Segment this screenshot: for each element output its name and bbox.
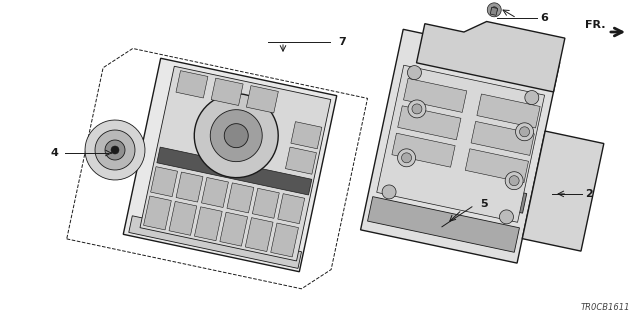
Polygon shape [397, 149, 415, 167]
Polygon shape [392, 133, 455, 167]
Polygon shape [227, 183, 254, 213]
Text: FR.: FR. [585, 20, 605, 30]
Polygon shape [516, 123, 534, 141]
Polygon shape [278, 194, 305, 224]
Polygon shape [382, 185, 396, 199]
Polygon shape [85, 120, 145, 180]
Polygon shape [211, 110, 262, 162]
Polygon shape [490, 7, 497, 15]
Polygon shape [509, 176, 519, 186]
Polygon shape [67, 48, 367, 289]
Polygon shape [291, 122, 322, 149]
Polygon shape [211, 78, 243, 106]
Polygon shape [505, 172, 523, 190]
Polygon shape [492, 7, 497, 13]
Polygon shape [169, 201, 196, 235]
Polygon shape [285, 147, 316, 174]
Text: 4: 4 [50, 148, 58, 158]
Polygon shape [224, 124, 248, 148]
Polygon shape [367, 196, 520, 252]
Polygon shape [522, 131, 604, 251]
Polygon shape [246, 86, 278, 113]
Polygon shape [150, 167, 177, 197]
Text: 2: 2 [585, 189, 593, 199]
Polygon shape [220, 212, 248, 246]
Polygon shape [271, 223, 298, 257]
Polygon shape [477, 94, 540, 128]
Polygon shape [417, 21, 565, 92]
Polygon shape [465, 149, 529, 183]
Polygon shape [525, 91, 539, 105]
Polygon shape [245, 218, 273, 252]
Text: 5: 5 [480, 199, 488, 209]
Polygon shape [404, 78, 467, 112]
Polygon shape [129, 216, 301, 268]
Polygon shape [140, 66, 331, 261]
Polygon shape [202, 178, 228, 207]
Polygon shape [401, 153, 412, 163]
Polygon shape [499, 210, 513, 224]
Polygon shape [252, 188, 279, 218]
Polygon shape [95, 130, 135, 170]
Polygon shape [105, 140, 125, 160]
Polygon shape [195, 207, 222, 241]
Polygon shape [377, 65, 545, 222]
Polygon shape [408, 100, 426, 118]
Text: 7: 7 [338, 37, 346, 47]
Polygon shape [176, 172, 203, 202]
Text: TR0CB1611: TR0CB1611 [580, 303, 630, 313]
Polygon shape [397, 106, 461, 140]
Polygon shape [195, 94, 278, 178]
Polygon shape [143, 196, 172, 230]
Polygon shape [520, 127, 529, 137]
Polygon shape [487, 3, 501, 17]
Polygon shape [408, 66, 422, 80]
Text: 6: 6 [541, 13, 548, 23]
Polygon shape [157, 147, 312, 195]
Polygon shape [111, 146, 119, 154]
Polygon shape [360, 29, 560, 263]
Polygon shape [412, 104, 422, 114]
Polygon shape [386, 164, 527, 213]
Polygon shape [124, 58, 337, 272]
Polygon shape [471, 121, 534, 156]
Polygon shape [176, 71, 208, 98]
